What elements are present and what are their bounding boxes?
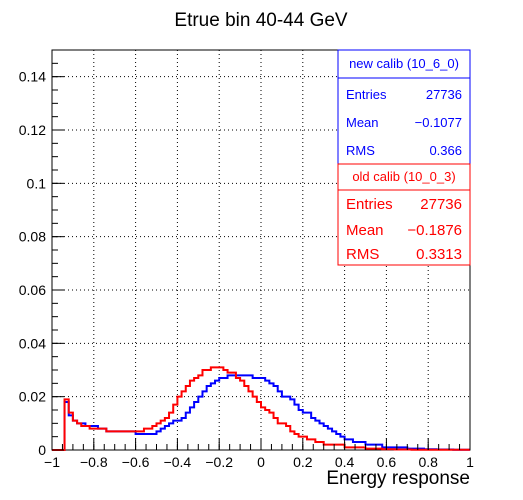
stats-header-new: new calib (10_6_0) [349, 56, 459, 71]
axes: −1 −0.8 −0.6 −0.4 −0.2 0 0.2 0.4 0.6 0.8 1 0 0.02 0.0… [19, 49, 474, 470]
x-tick-label: −0.6 [122, 454, 150, 470]
chart-title: Etrue bin 40-44 GeV [174, 10, 348, 31]
x-axis-title: Energy response [326, 468, 470, 489]
y-tick-label: 0.12 [19, 122, 46, 138]
x-tick-label: −0.4 [164, 454, 192, 470]
stats-old-mean-value: −0.1876 [407, 222, 462, 239]
x-tick-label: −0.8 [80, 454, 108, 470]
y-tick-label: 0.04 [19, 335, 46, 351]
y-tick-label: 0.1 [27, 175, 47, 191]
stats-body-old-frame [337, 189, 471, 266]
stats-new-mean-value: −0.1077 [415, 115, 462, 130]
stats-old-rms-label: RMS [346, 246, 379, 263]
x-tick-label: −0.2 [205, 454, 233, 470]
x-tick-label: 0.4 [335, 454, 355, 470]
stats-old-rms-value: 0.3313 [416, 246, 462, 263]
x-tick-label: −1 [44, 454, 60, 470]
stats-old-entries-label: Entries [346, 196, 393, 213]
stats-new-rms-value: 0.366 [429, 143, 462, 158]
stats-header-old-frame [337, 163, 471, 191]
x-tick-label: 0.2 [293, 454, 313, 470]
stats-new-entries-label: Entries [346, 87, 387, 102]
stats-box-old-calib: old calib (10_0_3) Entries 27736 Mean −0… [337, 163, 471, 266]
stats-old-mean-label: Mean [346, 222, 384, 239]
stats-new-rms-label: RMS [346, 143, 375, 158]
y-tick-label: 0.02 [19, 389, 46, 405]
x-tick-label: 0.6 [377, 454, 397, 470]
stats-old-entries-value: 27736 [420, 196, 462, 213]
stats-box-new-calib: new calib (10_6_0) Entries 27736 Mean −0… [337, 49, 471, 165]
x-tick-label: 0.8 [418, 454, 438, 470]
stats-new-mean-label: Mean [346, 115, 379, 130]
y-tick-label: 0 [38, 442, 46, 458]
histogram-series-1 [52, 366, 470, 451]
stats-header-old: old calib (10_0_3) [352, 169, 455, 184]
stats-new-entries-value: 27736 [426, 87, 462, 102]
series-layer [52, 366, 470, 451]
stats-header-new-frame [337, 49, 471, 79]
y-tick-label: 0.08 [19, 229, 46, 245]
stats-body-new-frame [337, 77, 471, 165]
x-tick-label: 0 [257, 454, 265, 470]
y-tick-label: 0.06 [19, 282, 46, 298]
x-tick-label: 1 [466, 454, 474, 470]
y-tick-label: 0.14 [19, 69, 46, 85]
